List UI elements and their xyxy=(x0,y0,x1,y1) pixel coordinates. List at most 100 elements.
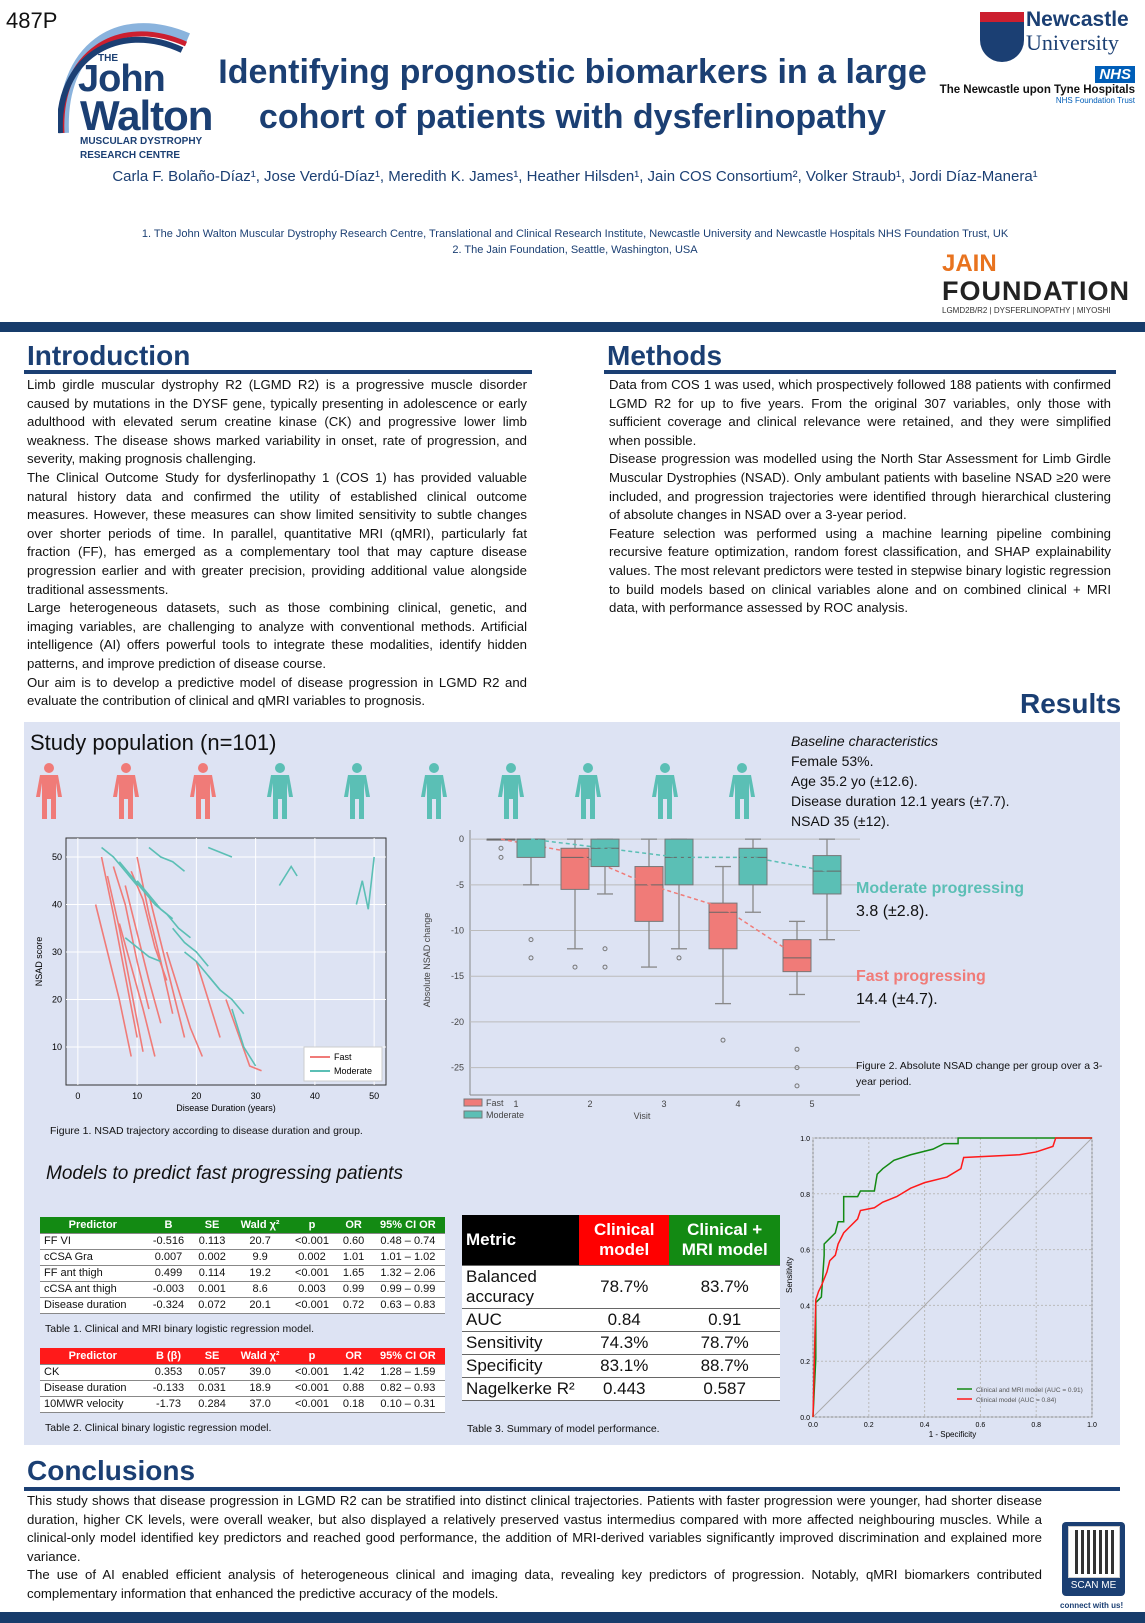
conclusions-heading: Conclusions xyxy=(27,1455,196,1486)
logo-john: John xyxy=(78,58,166,100)
table-cell: 78.7% xyxy=(669,1331,780,1355)
conclusions-body: This study shows that disease progressio… xyxy=(27,1492,1042,1604)
baseline-item: Disease duration 12.1 years (±7.7). xyxy=(791,793,1010,809)
legend-label: Fast xyxy=(334,1052,352,1062)
x-tick-label: 0.6 xyxy=(976,1422,986,1429)
x-tick-label: 30 xyxy=(251,1091,261,1101)
jain-line1: JAIN xyxy=(942,250,997,277)
table-row: Sensitivity 74.3% 78.7% xyxy=(462,1331,780,1355)
fast-trajectory xyxy=(106,875,144,1052)
table-cell: -0.133 xyxy=(145,1380,192,1397)
table-cell: cCSA ant thigh xyxy=(40,1281,146,1298)
fast-patient-icon xyxy=(190,763,216,819)
x-axis-label: Disease Duration (years) xyxy=(176,1103,276,1113)
table-cell: 1.42 xyxy=(336,1364,371,1381)
table-row: Balanced accuracy 78.7% 83.7% xyxy=(462,1265,780,1309)
column-header: Predictor xyxy=(40,1217,146,1234)
y-axis-label: Sensitivity xyxy=(785,1257,794,1293)
table-cell: 20.7 xyxy=(232,1233,288,1250)
scan-me-label: SCAN ME xyxy=(1070,1580,1117,1591)
intro-rule xyxy=(24,370,532,374)
conclusion-paragraph: The use of AI enabled efficient analysis… xyxy=(27,1567,1042,1601)
table-cell: 0.18 xyxy=(336,1396,371,1413)
fast-box xyxy=(560,847,590,890)
introduction-body: Limb girdle muscular dystrophy R2 (LGMD … xyxy=(27,376,527,711)
x-tick-label: 2 xyxy=(587,1099,592,1109)
y-tick-label: -20 xyxy=(451,1017,464,1027)
methods-heading: Methods xyxy=(607,340,723,371)
figure1-caption: Figure 1. NSAD trajectory according to d… xyxy=(50,1125,363,1137)
models-title: Models to predict fast progressing patie… xyxy=(46,1163,403,1184)
title-line-1: Identifying prognostic biomarkers in a l… xyxy=(218,53,927,91)
population-icons xyxy=(34,762,774,822)
table-cell: Balanced accuracy xyxy=(462,1265,580,1309)
table-row: Nagelkerke R² 0.443 0.587 xyxy=(462,1377,780,1401)
table-cell: 1.32 – 2.06 xyxy=(370,1265,445,1282)
qr-sub-label: connect with us! xyxy=(1060,1601,1124,1610)
jain-line2: FOUNDATION xyxy=(942,276,1130,306)
outlier-point xyxy=(498,845,504,851)
legend-label: Moderate xyxy=(334,1066,372,1076)
table-cell: <0.001 xyxy=(287,1396,337,1413)
fast-patient-icon xyxy=(36,763,62,819)
moderate-trajectory xyxy=(172,927,209,967)
table-cell: 0.353 xyxy=(145,1364,192,1381)
x-axis-label: Visit xyxy=(634,1111,651,1120)
moderate-value: 3.8 (±2.8). xyxy=(856,903,929,920)
y-tick-label: 0.6 xyxy=(800,1248,810,1255)
conclusions-rule xyxy=(24,1487,1120,1491)
table-cell: -0.003 xyxy=(145,1281,192,1298)
moderate-trajectory xyxy=(278,864,298,886)
intro-paragraph: Large heterogeneous datasets, such as th… xyxy=(27,600,527,671)
fast-box xyxy=(634,866,664,922)
moderate-patient-icon xyxy=(652,763,678,819)
plot-frame xyxy=(812,1137,1093,1418)
table-cell: -0.324 xyxy=(145,1297,192,1314)
moderate-trajectory xyxy=(207,846,233,858)
table-cell: 0.002 xyxy=(191,1249,233,1266)
fast-trajectory xyxy=(165,951,204,1057)
table-cell: 0.001 xyxy=(191,1281,233,1298)
fast-patient-icon xyxy=(113,763,139,819)
outlier-point xyxy=(794,1083,800,1089)
intro-paragraph: The Clinical Outcome Study for dysferlin… xyxy=(27,469,527,597)
table-cell: Disease duration xyxy=(40,1297,146,1314)
table-cell: <0.001 xyxy=(287,1297,337,1314)
methods-paragraph: Feature selection was performed using a … xyxy=(609,525,1111,616)
header-divider xyxy=(0,322,1145,332)
column-header: Wald χ² xyxy=(232,1348,288,1365)
column-header: OR xyxy=(336,1217,371,1234)
moderate-patient-icon xyxy=(267,763,293,819)
y-tick-label: 0.4 xyxy=(800,1303,810,1310)
table-cell: Nagelkerke R² xyxy=(462,1377,580,1401)
table-cell: 78.7% xyxy=(579,1265,670,1309)
logo-walton: Walton xyxy=(80,92,213,139)
column-header: Metric xyxy=(462,1215,580,1266)
qr-code-button[interactable]: SCAN ME xyxy=(1062,1522,1125,1596)
moderate-patient-icon xyxy=(421,763,447,819)
table-cell: <0.001 xyxy=(287,1364,337,1381)
fast-box xyxy=(708,902,738,950)
affiliation-2: 2. The Jain Foundation, Seattle, Washing… xyxy=(452,244,698,256)
y-tick-label: -15 xyxy=(451,971,464,981)
table-cell: 0.443 xyxy=(579,1377,670,1401)
y-axis-label: NSAD score xyxy=(34,937,44,987)
fast-trajectory xyxy=(124,885,162,1024)
moderate-patient-icon xyxy=(498,763,524,819)
x-tick-label: 3 xyxy=(661,1099,666,1109)
table-cell: 0.003 xyxy=(287,1281,337,1298)
outlier-point xyxy=(602,964,608,970)
x-tick-label: 0.4 xyxy=(920,1422,930,1429)
x-tick-label: 1.0 xyxy=(1087,1422,1097,1429)
plot-frame xyxy=(65,837,387,1086)
clinical-roc-curve xyxy=(812,1137,1092,1418)
table-row: CK 0.353 0.057 39.0 <0.001 1.42 1.28 – 1.59 xyxy=(40,1364,445,1381)
table-row: Disease duration -0.324 0.072 20.1 <0.001 0.7… xyxy=(40,1297,445,1314)
table-cell: 9.9 xyxy=(232,1249,288,1266)
methods-body: Data from COS 1 was used, which prospect… xyxy=(609,376,1111,618)
moderate-patient-icon xyxy=(729,763,755,819)
legend-label: Clinical model (AUC = 0.84) xyxy=(976,1397,1056,1404)
moderate-box xyxy=(516,838,546,858)
table-cell: -0.516 xyxy=(145,1233,192,1250)
table-cell: 0.91 xyxy=(669,1308,780,1332)
